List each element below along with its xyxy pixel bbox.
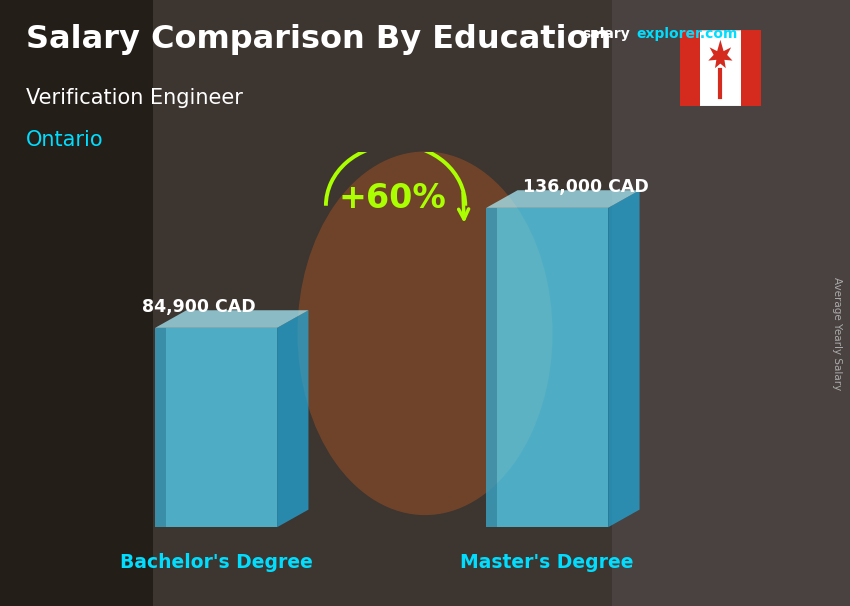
Polygon shape (486, 208, 496, 527)
Text: 84,900 CAD: 84,900 CAD (142, 298, 256, 316)
Polygon shape (155, 328, 166, 527)
Text: Bachelor's Degree: Bachelor's Degree (120, 553, 313, 572)
Bar (612, 0, 850, 606)
Text: Verification Engineer: Verification Engineer (26, 88, 242, 108)
Bar (680, 30, 700, 106)
Bar (0, 0, 153, 606)
Text: Salary Comparison By Education: Salary Comparison By Education (26, 24, 611, 55)
Bar (740, 30, 761, 106)
Polygon shape (486, 190, 639, 208)
Text: 136,000 CAD: 136,000 CAD (523, 178, 649, 196)
Polygon shape (277, 310, 309, 527)
Text: Average Yearly Salary: Average Yearly Salary (832, 277, 842, 390)
Polygon shape (608, 190, 639, 527)
Text: +60%: +60% (338, 182, 446, 215)
Polygon shape (155, 310, 309, 328)
Text: salary: salary (582, 27, 630, 41)
Text: explorer.com: explorer.com (637, 27, 738, 41)
Text: Ontario: Ontario (26, 130, 103, 150)
Polygon shape (486, 208, 608, 527)
Text: Master's Degree: Master's Degree (461, 553, 634, 572)
Polygon shape (708, 40, 733, 68)
Polygon shape (155, 328, 277, 527)
Ellipse shape (298, 152, 552, 515)
